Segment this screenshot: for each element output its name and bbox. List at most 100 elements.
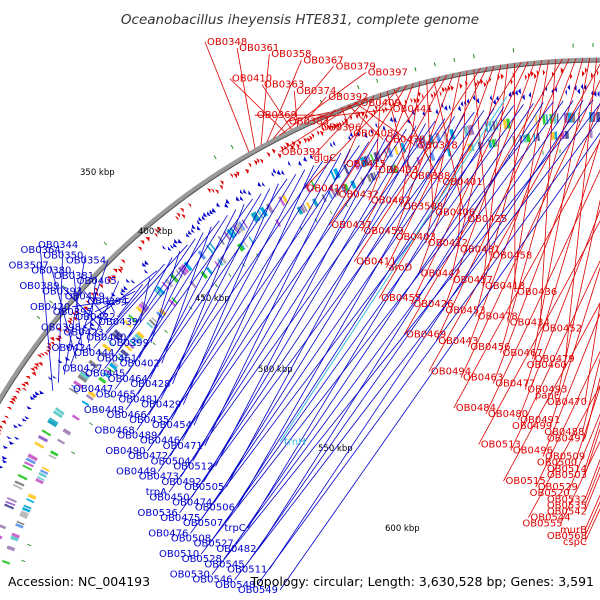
reverse-leader-line [279,132,600,591]
forward-leader-line [507,59,549,323]
forward-gene-arrow [477,79,480,86]
reverse-gene-label: OB0444 [74,348,114,359]
reverse-leader-line [105,263,165,333]
cog-feature [219,255,228,264]
cog-feature [20,510,29,516]
forward-leader-line [557,199,600,396]
forward-gene-arrow [542,69,546,76]
reverse-gene-arrow [17,423,23,427]
reverse-gene-label: OB0423 [64,328,104,339]
reverse-gene-arrow [240,195,244,201]
forward-gene-label: OB0411 [356,257,396,268]
cog-feature [109,362,118,371]
forward-leader-line [261,84,292,130]
forward-gene-label: OB0409 [361,98,401,109]
reverse-gene-arrow [518,88,522,95]
forward-gene-arrow [591,72,594,79]
reverse-leader-line [137,193,262,395]
forward-gene-arrow [357,111,361,117]
reverse-gene-arrow [567,84,571,91]
cog-feature [329,170,336,181]
reverse-gene-label: OB0489 [117,431,157,442]
reverse-gene-arrow [125,278,131,283]
reverse-gene-arrow [216,202,221,208]
reverse-gene-arrow [6,435,12,439]
reverse-gene-label: OB0546 [192,575,232,586]
reverse-gene-label: OB0475 [160,513,200,524]
cog-feature [22,507,31,513]
forward-leader-line [272,66,334,140]
cog-feature [491,138,496,148]
reverse-gene-arrow [162,245,167,250]
reverse-leader-line [181,152,342,441]
reverse-leader-line [93,244,188,349]
reverse-gene-arrow [188,230,192,235]
reverse-gene-arrow [364,132,368,139]
forward-gene-arrow [107,275,112,280]
forward-gene-arrow [259,158,264,164]
cog-feature [275,219,282,228]
forward-gene-label: OB0456 [470,342,510,353]
cog-feature [88,359,99,369]
reverse-gene-arrow [333,140,336,147]
forward-leader-line [584,465,600,506]
forward-leader-line [393,88,441,183]
cog-feature [131,336,140,344]
reverse-gene-arrow [243,188,247,194]
reverse-gene-arrow [262,181,266,187]
forward-gene-arrow [597,69,599,76]
cog-feature [48,454,57,460]
reverse-gene-arrow [597,91,600,97]
forward-gene-arrow [72,317,77,322]
reverse-leader-line [169,141,370,457]
forward-gene-label: OB0455 [381,293,421,304]
cog-feature [49,417,59,425]
cog-feature [253,211,261,221]
cog-feature [278,196,286,207]
forward-gene-arrow [0,428,2,432]
reverse-gene-arrow [235,196,240,202]
forward-gene-arrow [450,85,454,91]
reverse-gene-arrow [522,94,525,101]
reverse-leader-line [224,108,495,524]
misc-feature [152,341,156,346]
reverse-gene-arrow [472,94,476,101]
cog-feature [303,182,311,193]
forward-leader-line [574,386,600,463]
reverse-gene-label: OB0510 [159,549,199,560]
reverse-leader-lines [39,96,600,591]
cog-feature [14,480,25,487]
forward-leader-lines [204,41,600,543]
reverse-gene-label: OB0344 [38,240,78,251]
forward-gene-label: glgC [314,153,336,164]
reverse-gene-arrow [57,359,63,363]
forward-gene-arrow [23,381,29,386]
forward-gene-arrow [34,363,39,368]
forward-leader-line [443,60,536,311]
forward-gene-label: OB0484 [456,403,496,414]
forward-leader-line [435,58,570,341]
forward-gene-arrow [536,69,539,76]
cog-feature [248,236,254,244]
forward-gene-arrow [421,93,424,100]
reverse-leader-line [161,226,212,364]
reverse-gene-arrow [281,169,285,176]
forward-gene-label: OB0426 [413,299,453,310]
forward-gene-arrow [31,372,37,377]
cog-feature [340,184,348,194]
reverse-leader-line [128,257,173,338]
reverse-leader-line [136,160,324,431]
reverse-gene-label: OB0454 [152,420,192,431]
cog-feature [68,387,78,395]
forward-gene-label: OB0491 [520,415,560,426]
forward-gene-arrow [43,352,49,356]
cog-feature [123,319,132,328]
reverse-gene-arrow [123,285,128,290]
forward-leader-line [336,84,408,195]
reverse-gene-arrow [34,391,40,396]
cog-feature [183,261,193,272]
cog-feature [226,228,235,239]
cog-feature [34,441,45,449]
reverse-leader-line [117,284,143,318]
forward-gene-arrow [570,73,573,80]
